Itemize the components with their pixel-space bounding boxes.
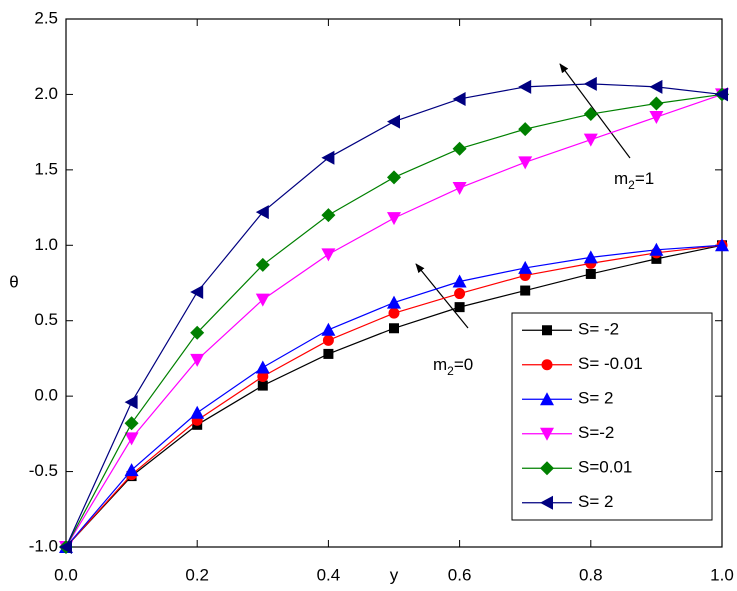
y-tick-label: 0.0 <box>34 386 58 405</box>
marker <box>518 260 533 274</box>
legend-marker <box>540 392 554 406</box>
y-tick-label: -0.5 <box>29 461 58 480</box>
marker <box>518 122 533 137</box>
y-tick-label: 1.5 <box>34 159 58 178</box>
marker <box>583 133 598 147</box>
legend-label: S=0.01 <box>578 458 632 477</box>
marker <box>124 416 139 431</box>
marker <box>520 285 531 296</box>
x-tick-label: 0.0 <box>54 565 78 584</box>
marker <box>715 87 728 102</box>
annotation: m2=0 <box>433 355 473 378</box>
marker <box>323 348 334 359</box>
marker <box>583 107 598 122</box>
marker <box>583 250 598 264</box>
arrow <box>559 63 631 159</box>
marker <box>190 405 205 419</box>
legend-label: S= -0.01 <box>578 354 643 373</box>
marker <box>190 285 204 300</box>
y-tick-label: 2.5 <box>34 8 58 27</box>
legend-box <box>511 312 713 521</box>
marker <box>124 432 139 446</box>
marker <box>389 323 399 334</box>
marker <box>649 96 664 111</box>
marker <box>452 181 467 195</box>
y-tick-label: 0.5 <box>34 310 58 329</box>
marker <box>190 353 205 367</box>
legend-marker <box>542 325 552 336</box>
marker <box>124 395 138 410</box>
marker <box>255 257 270 272</box>
legend-label: S= 2 <box>578 389 613 408</box>
marker <box>387 212 401 226</box>
marker <box>257 371 269 383</box>
x-axis-label: y <box>390 565 399 584</box>
marker <box>387 295 401 309</box>
legend-label: S= 2 <box>578 492 613 511</box>
marker <box>387 114 400 129</box>
marker <box>321 208 336 223</box>
marker <box>257 380 268 391</box>
legend-marker <box>540 461 554 476</box>
y-tick-label: -1.0 <box>29 536 58 555</box>
legend-marker <box>540 427 554 441</box>
marker <box>649 111 664 125</box>
x-tick-label: 0.8 <box>579 565 603 584</box>
marker <box>255 293 270 307</box>
marker <box>321 248 336 262</box>
marker <box>321 322 336 336</box>
marker <box>255 360 270 374</box>
marker <box>452 91 466 106</box>
legend-marker <box>541 359 553 371</box>
marker <box>124 463 139 477</box>
legend-marker <box>540 495 553 510</box>
marker <box>190 325 205 340</box>
marker <box>649 242 664 256</box>
marker <box>454 302 465 313</box>
y-axis-label: θ <box>9 272 18 291</box>
x-tick-label: 0.6 <box>448 565 472 584</box>
x-tick-label: 0.4 <box>317 565 341 584</box>
marker <box>518 79 532 94</box>
marker <box>388 307 400 319</box>
marker <box>452 141 467 156</box>
marker <box>585 268 596 279</box>
marker <box>452 274 467 288</box>
marker <box>322 334 334 346</box>
marker <box>649 79 663 94</box>
marker <box>255 205 269 220</box>
marker <box>715 238 729 252</box>
marker <box>321 150 335 165</box>
plot-frame <box>65 18 723 548</box>
marker <box>518 156 533 170</box>
marker <box>59 540 72 554</box>
marker <box>651 253 662 264</box>
marker <box>583 76 597 91</box>
annotation: m2=1 <box>614 169 654 192</box>
y-tick-label: 1.0 <box>34 235 58 254</box>
x-tick-label: 1.0 <box>710 565 734 584</box>
marker <box>454 288 466 300</box>
marker <box>387 170 401 185</box>
x-tick-label: 0.2 <box>185 565 209 584</box>
legend-label: S=-2 <box>578 423 614 442</box>
arrow <box>415 263 469 329</box>
y-tick-label: 2.0 <box>34 84 58 103</box>
legend-label: S= -2 <box>578 320 619 339</box>
